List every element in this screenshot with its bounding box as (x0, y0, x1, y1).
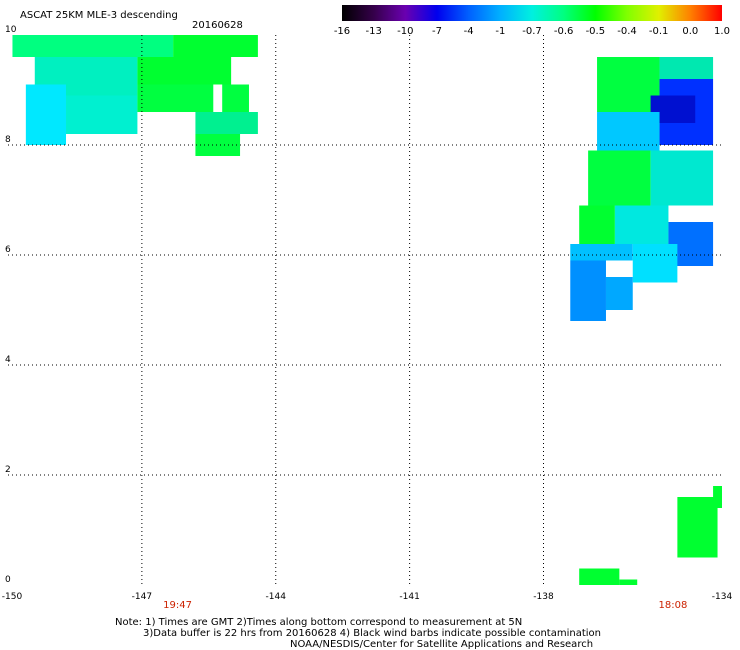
longitude-label: -144 (265, 592, 286, 602)
footnote-credit: NOAA/NESDIS/Center for Satellite Applica… (290, 639, 594, 650)
footnote-line-2: 3)Data buffer is 22 hrs from 20160628 4)… (143, 628, 601, 639)
pass-time-label: 18:08 (658, 600, 688, 611)
color-scale-gradient (342, 5, 722, 21)
latitude-label: 4 (5, 355, 11, 365)
color-scale-tick-label: -16 (333, 26, 351, 37)
scatterometer-swath-cell (570, 244, 633, 261)
scatterometer-swath-cell (659, 57, 714, 79)
scatterometer-swath-cell (195, 112, 258, 134)
longitude-label: -141 (399, 592, 420, 602)
color-scale-tick-label: -0.7 (522, 26, 542, 37)
map-plot-area[interactable] (8, 35, 722, 585)
scatterometer-swath-cell (605, 277, 633, 310)
longitude-label: -134 (711, 592, 733, 602)
scatterometer-swath-cell (588, 150, 651, 206)
scatterometer-swath-cell (137, 57, 232, 85)
color-scale-tick-label: -7 (432, 26, 442, 37)
scatterometer-swath-cell (619, 579, 638, 585)
color-scale-tick-label: -0.6 (553, 26, 574, 37)
color-scale-tick-label: 1.0 (714, 26, 730, 37)
color-scale-tick-label: -0.5 (585, 26, 606, 37)
color-scale-tick-label: -4 (463, 26, 474, 37)
latitude-label: 6 (5, 245, 11, 255)
scatterometer-swath-cell (12, 35, 174, 57)
color-scale-tick-label: 0.0 (682, 26, 699, 37)
scatterometer-swath-cell (677, 497, 718, 558)
scatterometer-swath-cell (650, 150, 714, 206)
pass-time-label: 19:47 (163, 600, 192, 611)
scatterometer-swath-cell (614, 205, 669, 244)
color-scale-tick-label: -0.1 (648, 26, 669, 37)
longitude-label: -150 (1, 592, 23, 602)
latitude-label: 10 (5, 25, 17, 35)
latitude-label: 2 (5, 465, 11, 475)
scatterometer-swath-cell (173, 35, 258, 57)
color-scale-bar (342, 5, 722, 21)
color-scale-tick-label: -13 (365, 26, 382, 37)
scatterometer-swath-cell (66, 95, 138, 134)
scatterometer-swath-cell (597, 112, 660, 151)
latitude-label: 0 (5, 575, 11, 585)
footnote-line-1: Note: 1) Times are GMT 2)Times along bot… (115, 617, 523, 628)
scatterometer-swath-cell (579, 568, 620, 585)
scatterometer-swath-cell (222, 84, 249, 112)
color-scale-tick-label: -0.4 (617, 26, 637, 37)
scatterometer-swath-cell (579, 205, 615, 244)
longitude-label: -147 (131, 592, 153, 602)
scatterometer-swath-cell (632, 244, 678, 283)
scatterometer-swath-cell (195, 134, 241, 156)
latitude-label: 8 (5, 135, 11, 145)
scatterometer-swath-cell (570, 260, 606, 321)
scatterometer-swath-cell (137, 84, 214, 112)
product-title: ASCAT 25KM MLE-3 descending (20, 10, 178, 21)
scatterometer-swath-cell (25, 84, 67, 145)
product-date: 20160628 (192, 20, 243, 31)
color-scale-tick-label: -1 (495, 26, 506, 37)
color-scale-tick-label: -10 (397, 26, 414, 37)
scatterometer-swath-cell (597, 57, 660, 112)
longitude-label: -138 (533, 592, 554, 602)
